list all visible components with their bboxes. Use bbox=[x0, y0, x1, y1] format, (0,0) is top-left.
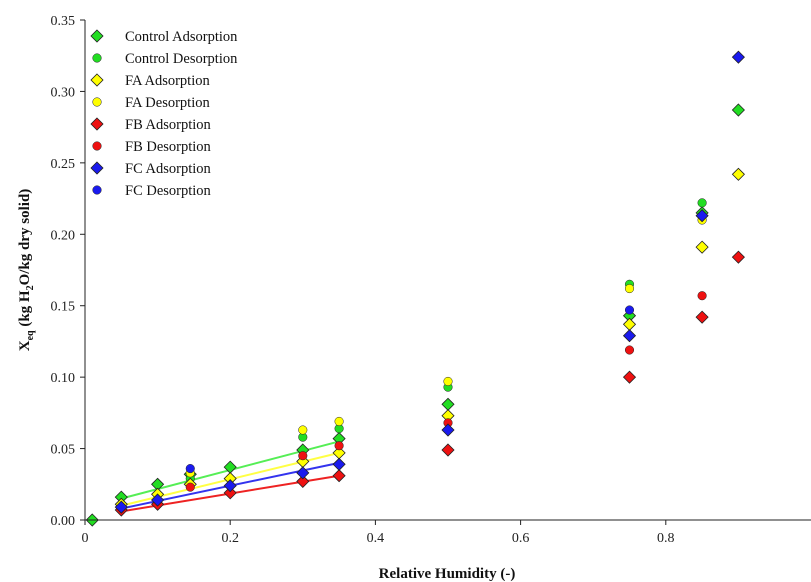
data-point-diamond bbox=[441, 423, 455, 437]
legend-label: Control Desorption bbox=[125, 51, 238, 67]
x-tick-label: 0 bbox=[82, 531, 89, 546]
data-point-diamond bbox=[695, 209, 709, 223]
legend-label: FB Adsorption bbox=[125, 117, 212, 133]
legend-marker bbox=[92, 97, 102, 107]
data-point-circle bbox=[185, 464, 195, 474]
data-point-circle bbox=[624, 345, 635, 355]
data-point-diamond bbox=[731, 250, 745, 264]
data-point-circle bbox=[334, 441, 344, 451]
y-tick-label: 0.30 bbox=[51, 85, 76, 100]
data-point-diamond bbox=[223, 479, 237, 493]
data-point-diamond bbox=[622, 329, 637, 343]
legend-marker bbox=[90, 117, 104, 131]
legend-marker bbox=[90, 73, 104, 87]
y-tick-label: 0.25 bbox=[51, 157, 76, 172]
data-point-circle bbox=[443, 376, 453, 386]
data-point-diamond bbox=[695, 240, 709, 254]
legend-marker bbox=[92, 53, 102, 63]
data-point-diamond bbox=[296, 474, 310, 488]
y-tick-label: 0.15 bbox=[51, 300, 76, 315]
legend-label: FB Desorption bbox=[125, 139, 212, 155]
data-point-diamond bbox=[296, 466, 310, 480]
y-tick-label: 0.20 bbox=[51, 228, 76, 243]
data-point-diamond bbox=[114, 500, 128, 514]
data-point-diamond bbox=[441, 443, 455, 457]
data-points bbox=[85, 50, 745, 527]
x-tick-label: 0.2 bbox=[221, 531, 239, 546]
data-point-diamond bbox=[731, 103, 745, 117]
x-tick-label: 0.4 bbox=[367, 531, 385, 546]
y-tick-label: 0.00 bbox=[51, 514, 76, 529]
legend-label: FA Desorption bbox=[125, 95, 210, 111]
data-point-circle bbox=[624, 305, 635, 315]
data-point-diamond bbox=[223, 486, 237, 500]
x-axis-title: Relative Humidity (-) bbox=[379, 566, 516, 582]
axes bbox=[84, 20, 811, 521]
data-point-diamond bbox=[622, 317, 637, 331]
legend: Control Adsorption Control Desorption FA A… bbox=[90, 29, 238, 199]
tick-marks: 0 0.2 0.4 0.6 0.8 0.00 0.05 0.10 0.15 0.20 0.25 0.3… bbox=[51, 14, 675, 546]
legend-marker bbox=[90, 161, 104, 175]
data-point-circle bbox=[298, 425, 308, 435]
legend-marker bbox=[92, 141, 102, 151]
x-tick-label: 0.8 bbox=[657, 531, 675, 546]
data-point-circle bbox=[298, 451, 308, 461]
legend-marker bbox=[90, 29, 104, 43]
legend-label: FC Adsorption bbox=[125, 161, 212, 177]
data-point-diamond bbox=[695, 310, 709, 324]
data-point-circle bbox=[697, 198, 707, 208]
y-axis-title: Xeq (kg H2O/kg dry solid) bbox=[17, 189, 36, 352]
data-point-diamond bbox=[332, 469, 346, 483]
legend-label: FA Adsorption bbox=[125, 73, 210, 89]
data-point-circle bbox=[185, 482, 195, 492]
data-point-diamond bbox=[731, 50, 745, 64]
y-tick-label: 0.05 bbox=[51, 443, 76, 458]
data-point-diamond bbox=[332, 457, 346, 471]
x-tick-label: 0.6 bbox=[512, 531, 530, 546]
legend-marker bbox=[92, 185, 102, 195]
legend-label: FC Desorption bbox=[125, 183, 212, 199]
data-point-circle bbox=[697, 291, 707, 301]
data-point-diamond bbox=[731, 167, 745, 181]
data-point-diamond bbox=[151, 493, 165, 507]
legend-label: Control Adsorption bbox=[125, 29, 238, 45]
data-point-diamond bbox=[441, 397, 455, 411]
data-point-circle bbox=[334, 416, 344, 426]
data-point-circle bbox=[624, 284, 635, 294]
y-tick-label: 0.10 bbox=[51, 371, 76, 386]
y-tick-label: 0.35 bbox=[51, 14, 76, 29]
data-point-diamond bbox=[622, 370, 637, 384]
